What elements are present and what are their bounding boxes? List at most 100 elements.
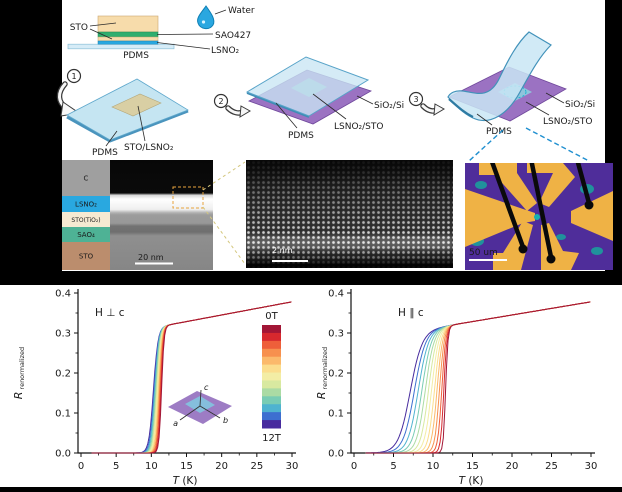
x-tick-label: 30: [585, 461, 598, 472]
device-image: 50 um: [465, 158, 613, 270]
pdms-sheet: [245, 56, 370, 117]
inset-b-axis-label: b: [223, 416, 228, 425]
sto-lsno-film: [111, 93, 162, 117]
probe-tips: [518, 200, 594, 264]
rt-curve-3T: [365, 301, 591, 454]
rt-curve-1T: [365, 301, 591, 454]
chart-h-perp-c: 0 5 10 15 20 25 30 0.0 0.1 0.2 0.3 0.4 H ⊥ c T (K) R r…: [12, 289, 299, 488]
field-orientation-inset: c a b: [168, 383, 232, 428]
rt-curve-6T: [365, 301, 591, 454]
step-1-arrow: 1: [56, 68, 82, 117]
legend-swatch-sao: [62, 227, 110, 242]
y-tick-label: 0.4: [328, 289, 344, 300]
tem-image: [110, 160, 213, 270]
inset-a-axis-label: a: [173, 419, 178, 428]
x-axis-label: T (K): [173, 475, 198, 487]
tem-scalebar: 20 nm: [135, 253, 173, 265]
step-2-badge: [213, 93, 229, 109]
rt-curve-7T: [91, 301, 292, 454]
sao-layer: [97, 31, 159, 38]
inset-c-axis-label: c: [204, 383, 209, 392]
heterostructure-stack: STO SAO427 LSNO₂ PDMS: [67, 15, 251, 61]
step-2-arrow: 2: [213, 93, 251, 118]
rt-curve-5T: [365, 301, 591, 454]
bright-lattice-band: [246, 235, 453, 250]
rt-curve-5T: [91, 301, 292, 454]
panel-title: H ∥ c: [398, 307, 424, 319]
hrtem-scalebar: [272, 260, 308, 262]
rt-curve-12T: [365, 301, 591, 454]
field-colorbar: 0T 12T: [262, 311, 282, 444]
peel-off-assembly: PDMS SiO₂/Si LSNO₂/STO: [447, 31, 595, 137]
assembly2-pdms-label: PDMS: [288, 131, 314, 141]
slab1-pdms-label: PDMS: [92, 148, 118, 158]
rt-curve-10T: [365, 301, 591, 454]
legend-swatch-sto-tio2: [62, 212, 110, 227]
legend-swatch-sto: [62, 242, 110, 270]
lsno-pointer-line: [156, 42, 211, 50]
step-1-badge: [66, 68, 82, 84]
svg-text:2: 2: [218, 97, 223, 106]
rt-curve-4T: [365, 301, 591, 454]
pdms-label: PDMS: [123, 51, 149, 61]
rt-curve-10T: [91, 301, 292, 454]
x-tick-label: 0: [78, 461, 84, 472]
x-tick-label: 10: [427, 461, 440, 472]
legend-label-lsno: LSNO₂: [75, 201, 97, 209]
rt-curve-8T: [91, 301, 292, 454]
legend-label-sto: STO: [79, 253, 94, 261]
y-axis-label: R renormalized: [315, 347, 329, 399]
x-tick-label: 20: [215, 461, 228, 472]
hrtem-panel: 2 nm: [246, 160, 453, 268]
y-tick-label: 0.3: [55, 329, 71, 340]
x-tick-label: 25: [250, 461, 263, 472]
y-tick-label: 0.0: [328, 449, 344, 460]
background-fill-bottom: [0, 487, 622, 492]
rt-curve-6T: [91, 301, 292, 454]
sao-pointer-line: [156, 33, 214, 35]
device-channel: [534, 214, 540, 220]
tem-cross-section-panel: C LSNO₂ STO(TiO₂) SAO₄ STO 20 nm: [62, 160, 213, 270]
axes: [350, 289, 595, 454]
legend-label-sao: SAO₄: [77, 231, 95, 239]
stamping-assembly: SiO₂/Si LSNO₂/STO PDMS: [245, 56, 404, 141]
rt-curve-0T: [365, 301, 591, 454]
step-3-badge: [408, 91, 424, 107]
y-axis-label: R renormalized: [12, 347, 26, 399]
y-tick-label: 0.4: [55, 289, 71, 300]
fabrication-schematic: STO SAO427 LSNO₂ PDMS Water 1 PDMS: [56, 5, 595, 158]
rt-curve-7T: [365, 301, 591, 454]
sto-thin-layer: [97, 36, 159, 42]
colorbar-bottom-label: 12T: [262, 433, 282, 444]
rt-curve-11T: [365, 301, 591, 454]
background-fill-left: [0, 0, 62, 283]
x-tick-label: 15: [466, 461, 479, 472]
pdms-layer: [67, 43, 175, 50]
lsno-layer: [97, 40, 159, 45]
rt-curve-0T: [91, 301, 292, 454]
optical-scalebar: [469, 259, 507, 261]
pdms-slab-with-film: PDMS STO/LSNO₂: [66, 78, 189, 158]
sto-pointer-line-1: [89, 22, 117, 27]
probe-needles: [488, 158, 592, 258]
svg-text:1: 1: [71, 72, 76, 81]
optical-device-panel: 50 um: [465, 158, 613, 270]
rt-curve-9T: [365, 301, 591, 454]
rt-curve-8T: [365, 301, 591, 454]
y-tick-label: 0.2: [328, 369, 344, 380]
rt-curve-12T: [91, 301, 292, 454]
rt-curve-3T: [91, 301, 292, 454]
pdms-flap: [447, 31, 552, 122]
assembly3-film-label: LSNO₂/STO: [543, 117, 592, 127]
rt-curve-11T: [91, 301, 292, 454]
chart-h-parallel-c: 0 5 10 15 20 25 30 0.0 0.1 0.2 0.3 0.4 H ∥ c T (K) R r…: [315, 289, 598, 488]
x-tick-label: 10: [145, 461, 158, 472]
x-tick-label: 30: [286, 461, 299, 472]
x-tick-label: 25: [545, 461, 558, 472]
sto-pointer-line-2: [89, 28, 113, 40]
legend-label-sto-tio2: STO(TiO₂): [71, 217, 100, 224]
legend-swatch-c: [62, 160, 110, 196]
colorbar-top-label: 0T: [265, 311, 278, 322]
y-tick-label: 0.1: [328, 409, 344, 420]
